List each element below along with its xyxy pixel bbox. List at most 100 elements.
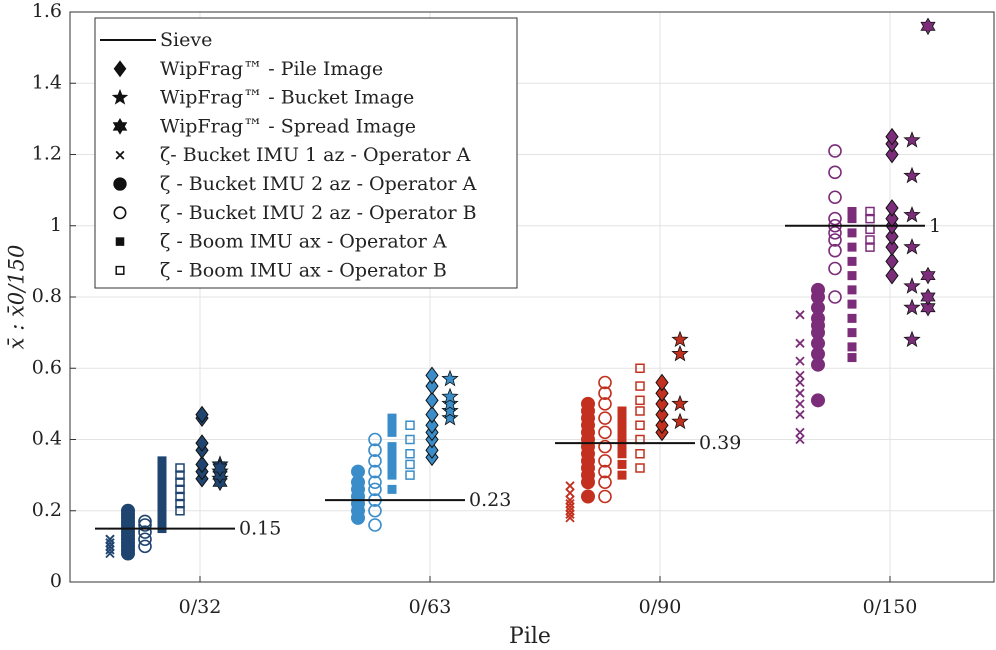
square-marker (847, 207, 857, 216)
open-square-marker (865, 213, 875, 224)
open-square-marker (405, 434, 415, 445)
square-marker (847, 256, 857, 266)
square-marker (847, 299, 857, 309)
open-square-marker (405, 449, 415, 459)
y-tick-label: 0.4 (32, 428, 62, 450)
square-marker (617, 413, 627, 423)
star-marker (671, 412, 689, 430)
diamond-marker (655, 384, 669, 403)
square-marker (387, 463, 397, 473)
diamond-marker (655, 416, 669, 435)
open-circle-marker (828, 165, 842, 180)
open-circle-marker (598, 439, 612, 454)
square-marker (387, 413, 397, 423)
square-marker (617, 459, 627, 469)
open-circle-marker (368, 443, 382, 457)
open-circle-marker (598, 425, 612, 440)
open-square-marker (635, 463, 645, 473)
circle-marker (113, 177, 127, 191)
open-circle-marker (138, 539, 152, 554)
open-square-marker (175, 484, 185, 495)
square-marker (847, 285, 857, 295)
x-tick-label: 0/90 (639, 596, 682, 618)
x-marker (795, 409, 805, 420)
x-marker (105, 548, 115, 559)
legend-label: Sieve (160, 29, 212, 51)
legend-label: ζ - Bucket IMU 2 az - Operator A (160, 173, 477, 195)
square-marker (847, 214, 857, 224)
star-marker (903, 166, 921, 184)
open-square-marker (635, 420, 645, 430)
diamond-marker (885, 145, 899, 164)
diamond-marker (885, 199, 899, 217)
sieve-label: 0.23 (469, 489, 511, 511)
square-marker (387, 427, 397, 437)
circle-marker (121, 503, 135, 518)
open-circle-marker (828, 226, 842, 240)
open-circle-marker (598, 375, 612, 390)
square-marker (847, 353, 857, 363)
x-tick-label: 0/63 (409, 596, 452, 618)
open-circle-marker (368, 482, 382, 497)
star-marker (903, 205, 921, 223)
x-marker (565, 495, 575, 505)
square-marker (847, 242, 857, 252)
diamond-marker (655, 405, 669, 424)
diamond-marker (425, 416, 439, 435)
x-marker (795, 399, 805, 409)
marks (95, 17, 936, 561)
open-circle-marker (138, 525, 152, 539)
hexagram-marker (212, 459, 228, 477)
legend-box (94, 17, 518, 289)
open-circle-marker (138, 518, 152, 532)
square-marker (387, 449, 397, 459)
square-marker (847, 313, 857, 323)
star-marker (671, 330, 689, 348)
legend-label: ζ - Bucket IMU 2 az - Operator B (160, 202, 477, 224)
legend-label: ζ- Bucket IMU 1 az - Operator A (160, 144, 471, 166)
star-marker (441, 408, 459, 426)
square-marker (387, 456, 397, 466)
x-marker (105, 534, 115, 544)
square-marker (157, 492, 167, 501)
open-circle-marker (828, 290, 842, 304)
x-marker (565, 513, 575, 523)
open-circle-marker (598, 386, 612, 400)
square-marker (847, 228, 857, 238)
square-marker (115, 237, 125, 246)
open-circle-marker (828, 190, 842, 205)
x-marker (795, 338, 805, 348)
y-tick-label: 1.6 (32, 0, 62, 22)
x-marker (105, 541, 115, 552)
legend-label: ζ - Boom IMU ax - Operator A (160, 231, 447, 253)
open-square-marker (175, 463, 185, 473)
square-marker (387, 484, 397, 494)
square-marker (617, 442, 627, 452)
square-marker (847, 328, 857, 338)
hexagram-marker (112, 118, 128, 135)
x-marker (105, 545, 115, 555)
open-square-marker (175, 491, 185, 502)
sieve-label: 1 (929, 215, 941, 237)
x-tick-label: 0/32 (179, 596, 222, 618)
y-axis-label: x̄ : x̄0/150 (5, 245, 29, 350)
x-marker (565, 481, 575, 491)
hexagram-marker (920, 288, 936, 306)
circle-marker (581, 396, 595, 411)
legend-label: WipFrag™ - Pile Image (160, 58, 383, 80)
diamond-marker (425, 366, 439, 385)
square-marker (387, 442, 397, 452)
x-marker (795, 388, 805, 398)
square-marker (387, 420, 397, 430)
diamond-marker (425, 405, 439, 424)
star-marker (111, 88, 129, 105)
x-marker (565, 502, 575, 512)
x-marker (795, 370, 805, 381)
x-marker (795, 434, 805, 445)
y-tick-label: 0.6 (32, 356, 62, 378)
sieve-label: 0.39 (699, 432, 741, 454)
diamond-marker (425, 441, 439, 460)
x-marker (115, 150, 125, 160)
star-marker (903, 237, 921, 255)
open-circle-marker (598, 397, 612, 411)
